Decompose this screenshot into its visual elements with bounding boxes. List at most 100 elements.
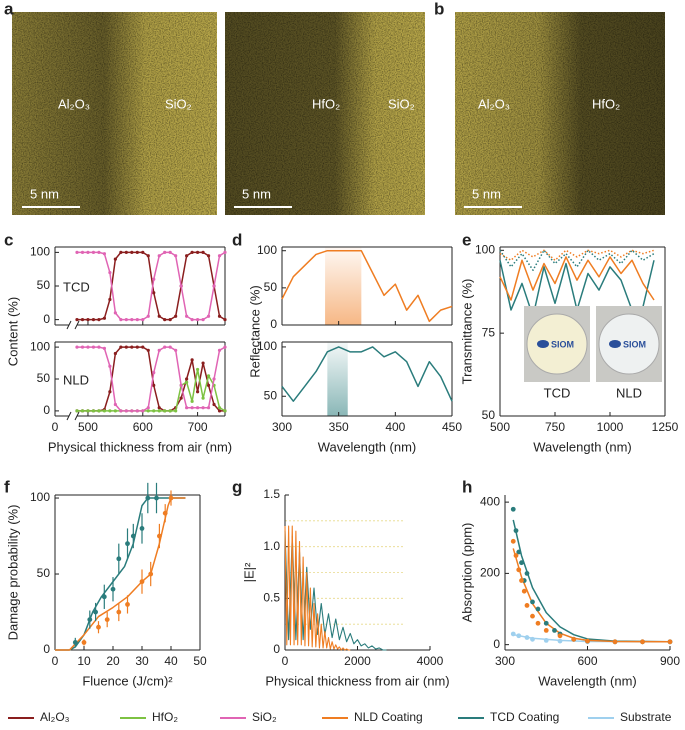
data-point bbox=[157, 348, 161, 352]
data-point bbox=[154, 495, 159, 501]
data-point bbox=[163, 250, 167, 254]
data-line bbox=[284, 525, 351, 651]
highlight-band bbox=[327, 342, 348, 416]
data-point bbox=[113, 409, 117, 413]
data-point bbox=[557, 638, 563, 644]
panel-label: g bbox=[232, 477, 242, 496]
inset-label: NLD bbox=[616, 385, 642, 400]
data-point bbox=[80, 409, 85, 413]
data-point bbox=[530, 636, 535, 642]
data-point bbox=[195, 367, 200, 372]
legend-label: Al₂O₃ bbox=[40, 710, 70, 724]
data-point bbox=[585, 638, 590, 644]
legend-label: SiO₂ bbox=[252, 710, 277, 724]
data-point bbox=[146, 406, 150, 410]
data-point bbox=[152, 291, 156, 295]
y-tick-label: 100 bbox=[475, 242, 495, 256]
y-tick-label: 200 bbox=[480, 566, 500, 580]
axis-break bbox=[66, 411, 72, 421]
data-point bbox=[97, 409, 101, 413]
data-line bbox=[499, 249, 655, 261]
data-point bbox=[185, 314, 189, 318]
data-point bbox=[190, 318, 194, 322]
data-point bbox=[543, 628, 549, 633]
data-point bbox=[152, 371, 156, 375]
data-line bbox=[499, 256, 655, 301]
axis-break bbox=[74, 411, 80, 421]
data-point bbox=[108, 297, 112, 302]
data-point bbox=[168, 318, 172, 322]
data-point bbox=[102, 346, 107, 350]
data-line bbox=[77, 346, 226, 412]
data-point bbox=[80, 318, 85, 322]
x-tick-label: 500 bbox=[490, 420, 510, 434]
data-point bbox=[206, 383, 211, 387]
data-point bbox=[217, 409, 222, 413]
y-axis-label: Absorption (ppm) bbox=[459, 523, 474, 623]
data-point bbox=[510, 538, 516, 544]
data-point bbox=[119, 250, 123, 254]
layer-label: HfO₂ bbox=[592, 96, 620, 111]
data-point bbox=[113, 351, 117, 356]
data-point bbox=[81, 640, 87, 645]
y-tick-label: 400 bbox=[480, 494, 500, 508]
data-point bbox=[519, 578, 524, 583]
data-point bbox=[104, 617, 110, 623]
legend-label: TCD Coating bbox=[490, 710, 559, 724]
y-tick-label: 0 bbox=[43, 312, 50, 326]
data-point bbox=[157, 254, 161, 258]
data-point bbox=[139, 526, 145, 531]
data-point bbox=[135, 345, 139, 349]
x-tick-label: 600 bbox=[577, 654, 597, 668]
data-point bbox=[163, 345, 167, 349]
tem-image: Al₂O₃ SiO₂ 5 nm bbox=[12, 12, 217, 215]
data-line bbox=[77, 251, 226, 321]
data-point bbox=[157, 406, 161, 410]
data-point bbox=[223, 318, 227, 322]
data-point bbox=[217, 254, 222, 258]
annotation: TCD bbox=[63, 279, 90, 294]
data-point bbox=[102, 252, 107, 256]
sample-disc bbox=[526, 313, 588, 375]
x-tick-label: 750 bbox=[545, 420, 565, 434]
data-point bbox=[124, 318, 128, 322]
data-point bbox=[206, 314, 211, 318]
data-point bbox=[217, 406, 222, 410]
data-point bbox=[524, 635, 530, 640]
x-tick-label: 1250 bbox=[652, 420, 679, 434]
data-point bbox=[195, 318, 200, 322]
data-point bbox=[152, 409, 156, 413]
data-point bbox=[612, 639, 618, 645]
data-point bbox=[113, 402, 117, 407]
y-axis-label: Content (%) bbox=[5, 297, 20, 366]
data-point bbox=[124, 409, 128, 413]
data-point bbox=[139, 579, 145, 585]
data-point bbox=[174, 409, 178, 413]
data-line bbox=[55, 497, 186, 651]
data-point bbox=[530, 613, 535, 619]
data-point bbox=[179, 396, 183, 400]
y-tick-label: 100 bbox=[257, 243, 277, 257]
legend-label: NLD Coating bbox=[354, 710, 423, 724]
data-point bbox=[174, 348, 178, 352]
y-tick-label: 0 bbox=[493, 637, 500, 651]
data-point bbox=[185, 254, 189, 258]
data-point bbox=[91, 345, 96, 349]
data-point bbox=[212, 377, 216, 381]
y-tick-label: 50 bbox=[37, 566, 51, 580]
x-tick-label: 1000 bbox=[597, 420, 624, 434]
x-tick-label: 0 bbox=[52, 420, 59, 434]
x-tick-label: 30 bbox=[135, 654, 149, 668]
data-point bbox=[206, 374, 211, 378]
x-tick-label: 0 bbox=[282, 654, 289, 668]
data-point bbox=[116, 556, 122, 562]
data-point bbox=[145, 495, 151, 501]
data-point bbox=[86, 345, 90, 349]
data-point bbox=[124, 345, 128, 349]
data-point bbox=[201, 318, 205, 322]
data-point bbox=[516, 567, 522, 573]
data-point bbox=[530, 599, 535, 605]
y-tick-label: 100 bbox=[30, 245, 50, 259]
panel-label: a bbox=[4, 0, 14, 18]
y-tick-label: 1.5 bbox=[263, 487, 280, 501]
